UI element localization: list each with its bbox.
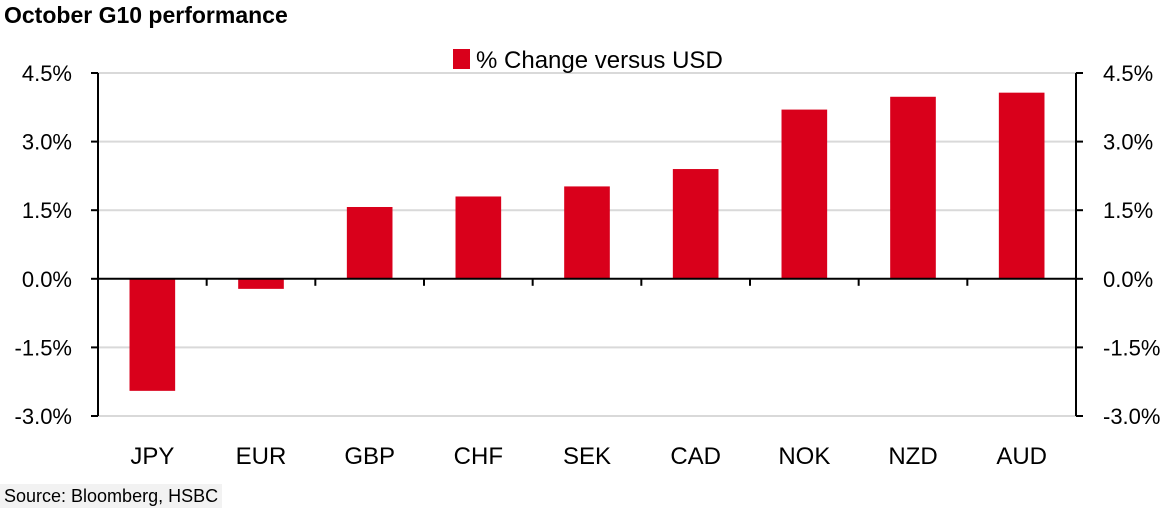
category-label-cad: CAD [670,443,721,470]
right-tick-label: -3.0% [1103,404,1160,429]
category-label-chf: CHF [454,443,503,470]
left-tick-labels: 4.5% 3.0% 1.5% 0.0% -1.5% -3.0% [15,61,72,429]
bar-nzd [890,96,936,279]
bar-eur [238,278,284,289]
category-labels: JPY EUR GBP CHF SEK CAD NOK NZD AUD [130,443,1047,470]
bar-chf [455,196,502,279]
category-label-jpy: JPY [130,443,174,470]
bars [129,92,1045,391]
bar-chart: 4.5% 3.0% 1.5% 0.0% -1.5% -3.0% 4.5% 3.0% 1.5% 0… [15,47,1161,470]
chart-title: October G10 performance [4,2,288,28]
left-tick-label: -3.0% [15,404,72,429]
legend-swatch [453,49,470,69]
category-label-nok: NOK [778,443,830,470]
bar-aud [998,92,1045,279]
bar-gbp [346,206,393,279]
right-tick-label: 4.5% [1103,61,1153,86]
left-tick-label: 3.0% [22,130,72,155]
category-label-nzd: NZD [888,443,937,470]
bar-cad [672,169,719,279]
axes [91,72,1083,417]
right-tick-label: 0.0% [1103,267,1153,292]
right-tick-labels: 4.5% 3.0% 1.5% 0.0% -1.5% -3.0% [1103,61,1160,429]
category-label-gbp: GBP [344,443,395,470]
right-tick-label: 3.0% [1103,130,1153,155]
category-label-sek: SEK [563,443,611,470]
left-tick-label: -1.5% [15,335,72,360]
left-tick-label: 0.0% [22,267,72,292]
bar-sek [564,186,610,279]
bar-nok [781,109,828,279]
legend: % Change versus USD [453,47,723,74]
left-tick-label: 1.5% [22,198,72,223]
right-tick-label: -1.5% [1103,335,1160,360]
legend-label: % Change versus USD [476,47,723,74]
right-tick-label: 1.5% [1103,198,1153,223]
category-label-eur: EUR [236,443,287,470]
left-tick-label: 4.5% [22,61,72,86]
source-note: Source: Bloomberg, HSBC [0,484,223,508]
category-label-aud: AUD [996,443,1047,470]
bar-jpy [129,278,176,391]
